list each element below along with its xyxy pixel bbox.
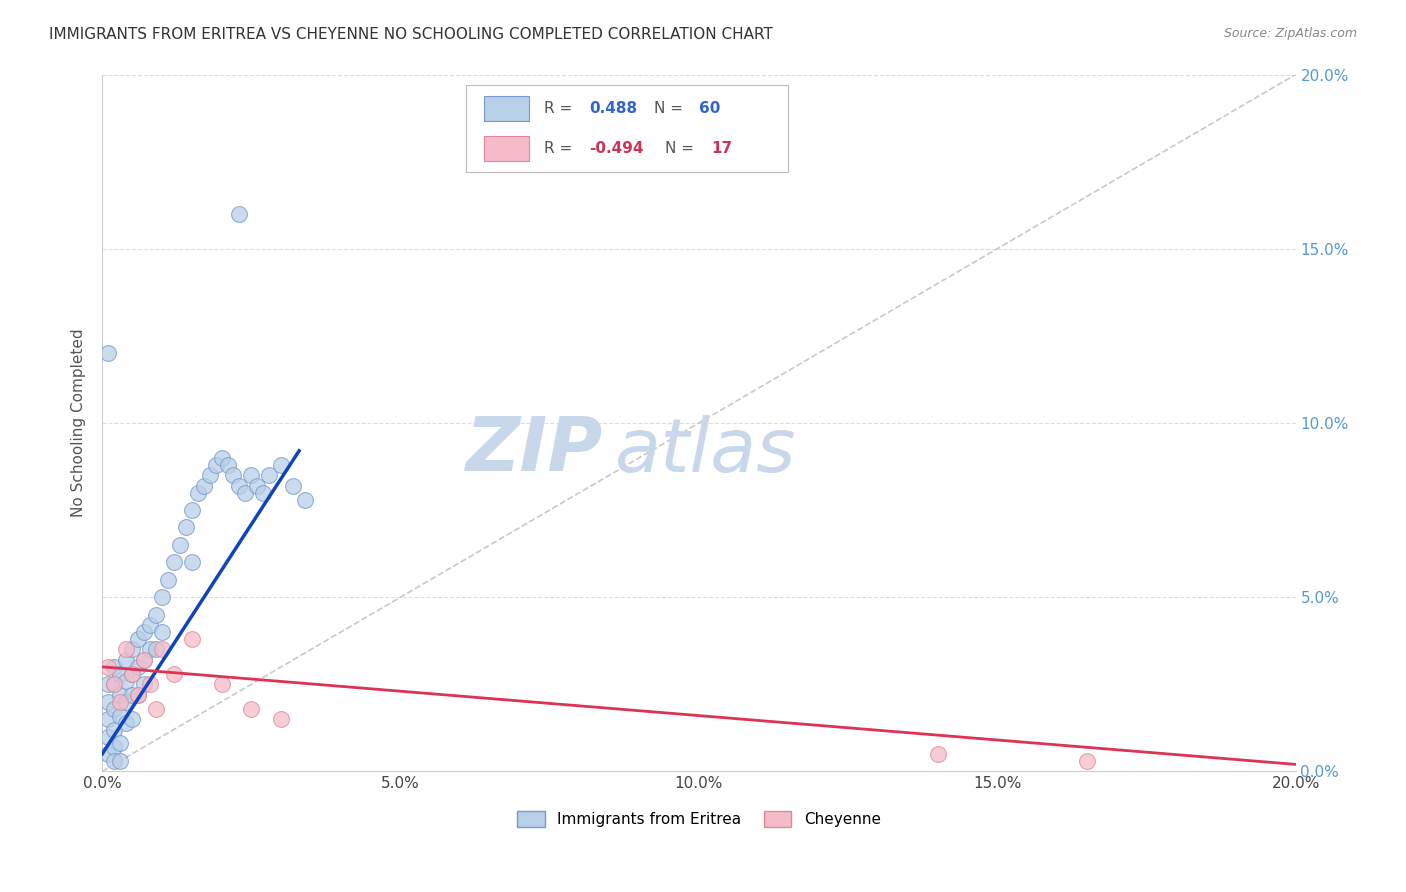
Point xyxy=(127,688,149,702)
Point xyxy=(97,677,120,691)
Point xyxy=(97,695,120,709)
Point xyxy=(222,468,245,483)
Text: IMMIGRANTS FROM ERITREA VS CHEYENNE NO SCHOOLING COMPLETED CORRELATION CHART: IMMIGRANTS FROM ERITREA VS CHEYENNE NO S… xyxy=(49,27,773,42)
Point xyxy=(108,695,131,709)
Point xyxy=(240,701,263,715)
Point xyxy=(108,708,131,723)
Point xyxy=(103,701,125,715)
Point xyxy=(145,642,167,657)
Point xyxy=(108,754,131,768)
Point xyxy=(156,573,179,587)
Text: R =: R = xyxy=(544,141,576,156)
Point xyxy=(217,458,239,472)
Point xyxy=(103,660,125,674)
Point xyxy=(108,688,131,702)
Text: ZIP: ZIP xyxy=(467,414,603,487)
Point xyxy=(132,653,155,667)
Point xyxy=(240,468,263,483)
Legend: Immigrants from Eritrea, Cheyenne: Immigrants from Eritrea, Cheyenne xyxy=(510,805,887,833)
Point xyxy=(127,632,149,646)
Point xyxy=(97,660,120,674)
Point xyxy=(180,555,202,569)
Point xyxy=(270,458,292,472)
Point xyxy=(97,747,120,761)
Point xyxy=(103,739,125,754)
Point xyxy=(204,458,226,472)
Text: 60: 60 xyxy=(699,101,720,116)
Point xyxy=(246,478,269,492)
Point xyxy=(193,478,215,492)
FancyBboxPatch shape xyxy=(484,136,530,161)
Point xyxy=(103,677,125,691)
Point xyxy=(121,688,143,702)
Point xyxy=(283,478,305,492)
Point xyxy=(121,666,143,681)
Point xyxy=(139,677,162,691)
Point xyxy=(132,677,155,691)
Text: 0.488: 0.488 xyxy=(589,101,637,116)
Point xyxy=(103,723,125,737)
Text: atlas: atlas xyxy=(616,415,797,487)
Point xyxy=(121,642,143,657)
Point xyxy=(127,688,149,702)
Point xyxy=(145,701,167,715)
Point xyxy=(97,346,120,360)
Point xyxy=(150,590,173,604)
Point xyxy=(228,207,250,221)
Point xyxy=(169,538,191,552)
Point xyxy=(150,642,173,657)
Text: R =: R = xyxy=(544,101,576,116)
Point xyxy=(132,625,155,640)
Point xyxy=(187,485,209,500)
Point xyxy=(121,666,143,681)
Point xyxy=(115,673,138,688)
Point xyxy=(235,485,257,500)
Point xyxy=(132,653,155,667)
Point xyxy=(1076,754,1098,768)
Point xyxy=(228,478,250,492)
Point xyxy=(180,503,202,517)
Text: N =: N = xyxy=(654,101,688,116)
Text: N =: N = xyxy=(665,141,699,156)
Point xyxy=(108,736,131,750)
Text: -0.494: -0.494 xyxy=(589,141,644,156)
Point xyxy=(97,712,120,726)
Text: 17: 17 xyxy=(711,141,733,156)
Point xyxy=(115,653,138,667)
Point xyxy=(259,468,281,483)
Point xyxy=(108,666,131,681)
Point xyxy=(115,695,138,709)
Text: Source: ZipAtlas.com: Source: ZipAtlas.com xyxy=(1223,27,1357,40)
Point xyxy=(211,450,233,465)
FancyBboxPatch shape xyxy=(484,95,530,121)
Point xyxy=(139,642,162,657)
Point xyxy=(97,730,120,744)
Point xyxy=(294,492,316,507)
Point xyxy=(139,618,162,632)
Point xyxy=(198,468,221,483)
Point xyxy=(150,625,173,640)
Point xyxy=(211,677,233,691)
Point xyxy=(163,666,186,681)
Point xyxy=(927,747,949,761)
Point xyxy=(163,555,186,569)
Y-axis label: No Schooling Completed: No Schooling Completed xyxy=(72,328,86,517)
Point xyxy=(121,712,143,726)
Point xyxy=(252,485,274,500)
Point xyxy=(180,632,202,646)
Point xyxy=(115,715,138,730)
Point xyxy=(270,712,292,726)
Point xyxy=(145,607,167,622)
Point xyxy=(115,642,138,657)
FancyBboxPatch shape xyxy=(467,85,789,172)
Point xyxy=(103,754,125,768)
Point xyxy=(103,677,125,691)
Point xyxy=(127,660,149,674)
Point xyxy=(174,520,197,534)
